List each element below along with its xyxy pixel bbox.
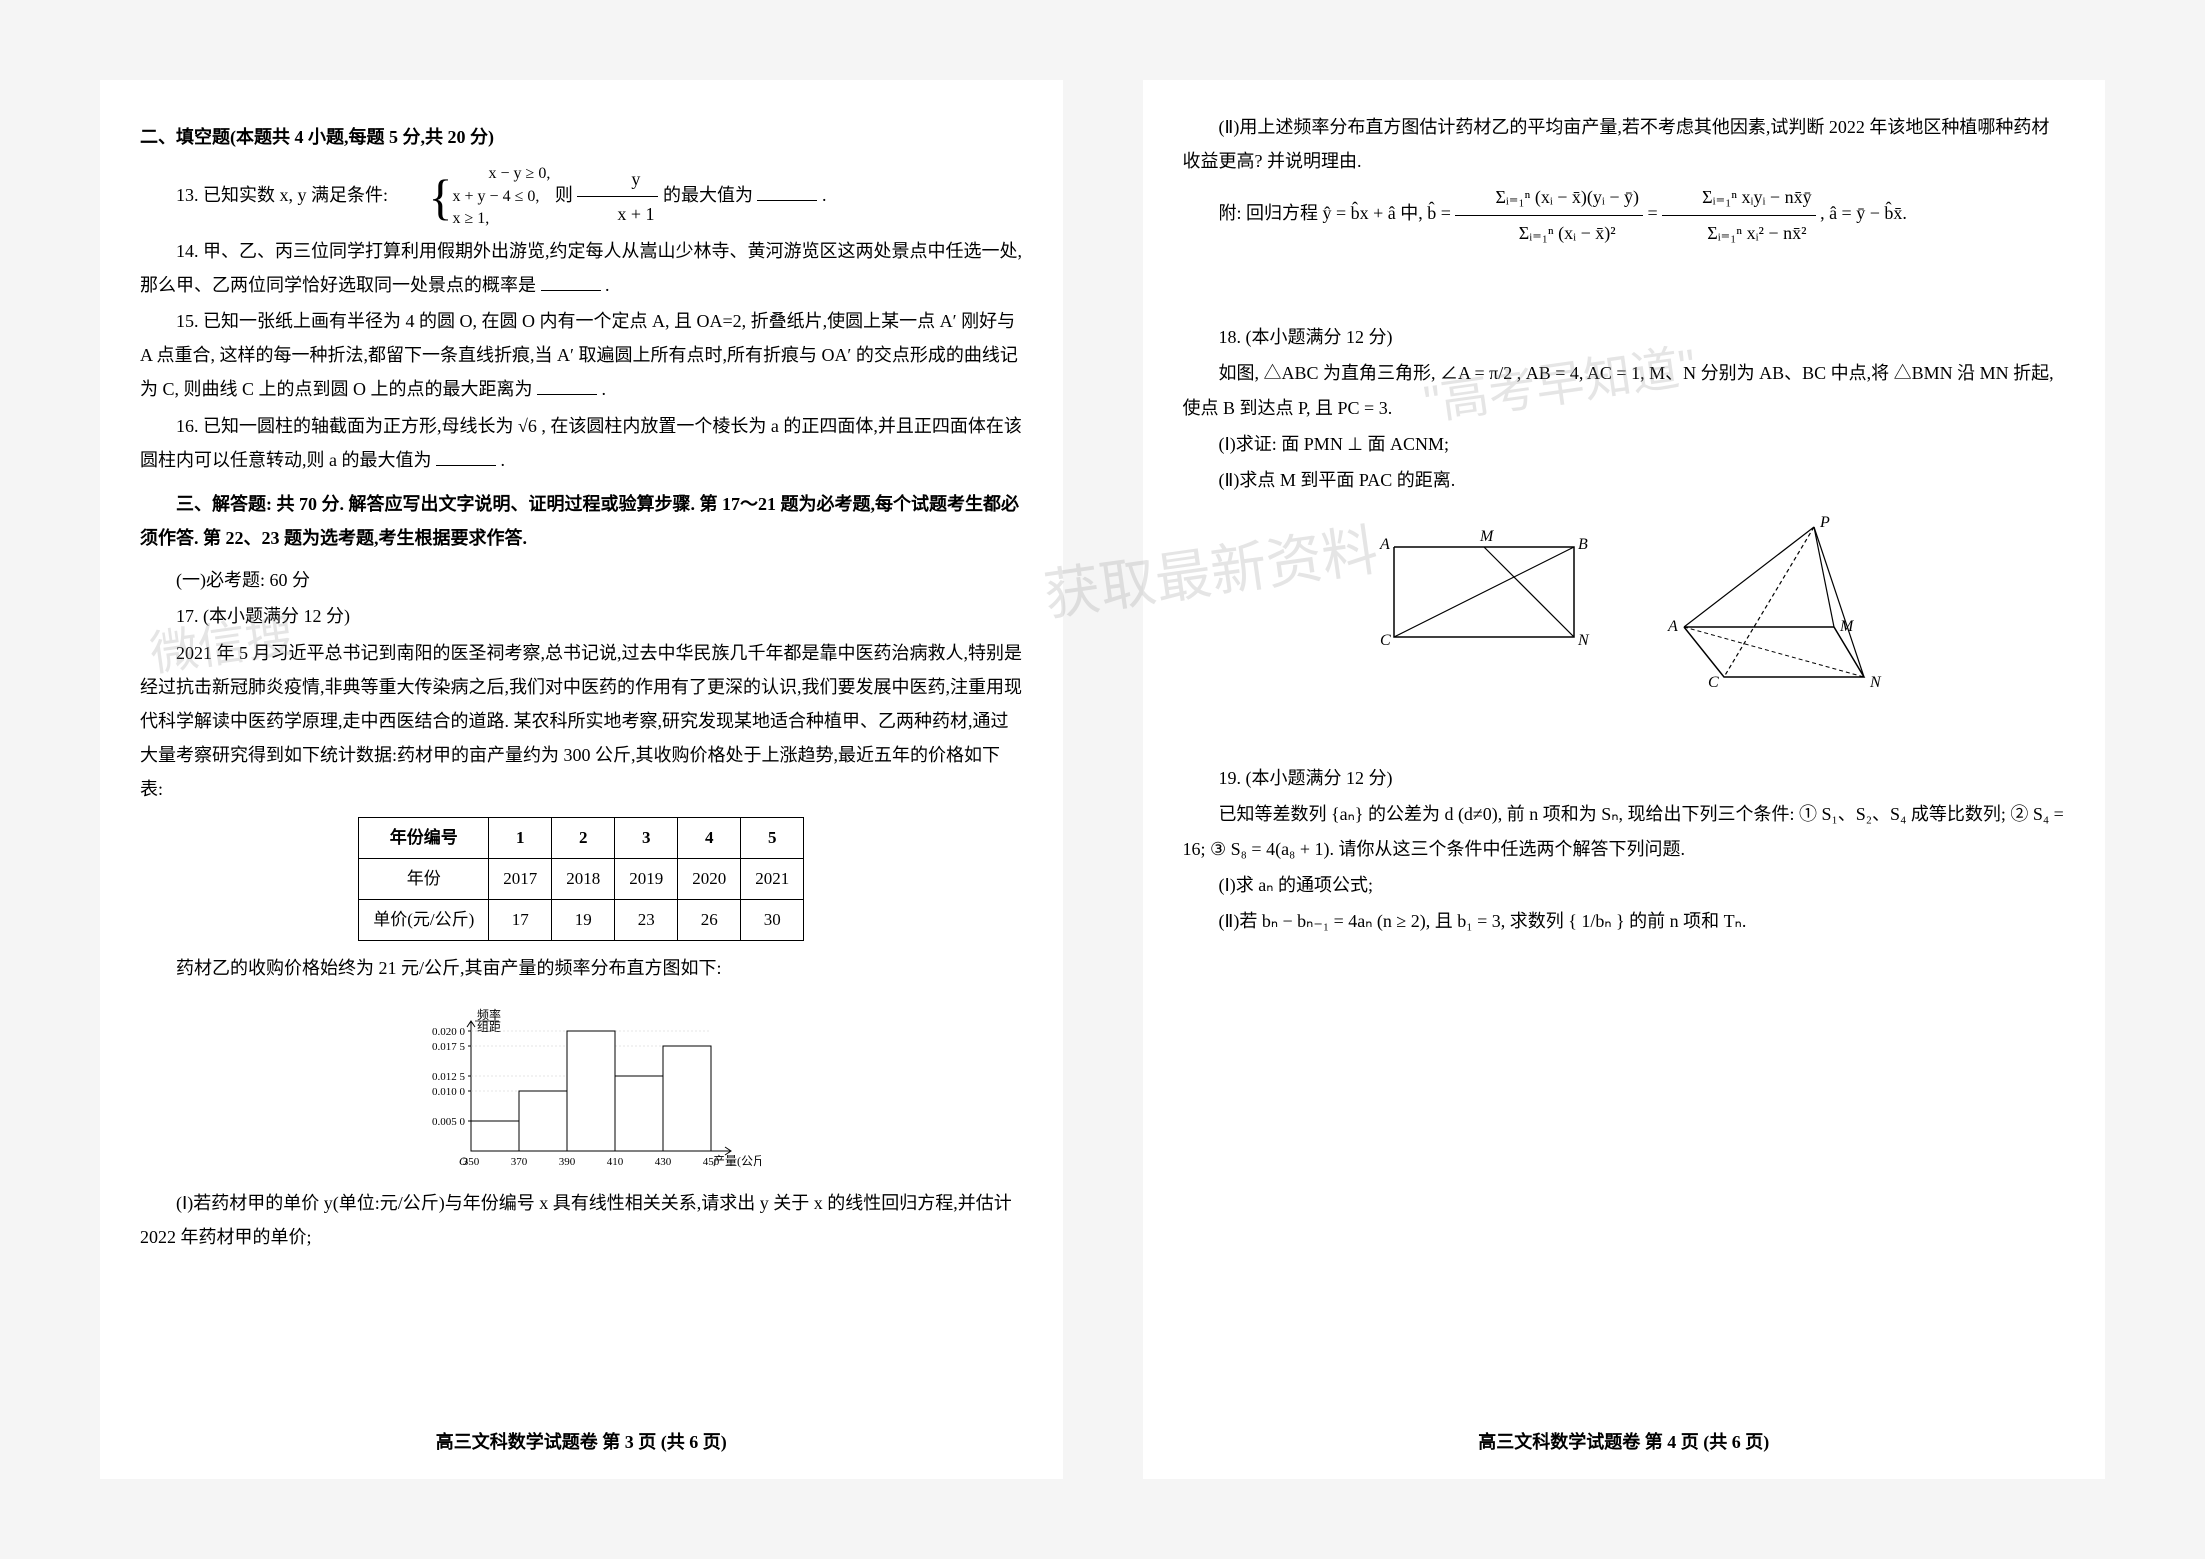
q15-blank xyxy=(537,377,597,395)
q13-end: . xyxy=(822,185,827,205)
q18-ii: (Ⅱ)求点 M 到平面 PAC 的距离. xyxy=(1183,463,2066,497)
geometry-left-svg: A B C N M xyxy=(1364,507,1604,667)
formula-pre: 附: 回归方程 ŷ = b̂x + â 中, b̂ = xyxy=(1219,203,1456,223)
td-price: 26 xyxy=(678,900,741,941)
q19-title: 19. (本小题满分 12 分) xyxy=(1183,761,2066,795)
q17-p4: (Ⅱ)用上述频率分布直方图估计药材乙的平均亩产量,若不考虑其他因素,试判断 20… xyxy=(1183,110,2066,178)
td-year: 2019 xyxy=(615,858,678,899)
svg-text:430: 430 xyxy=(655,1156,672,1168)
td-price: 23 xyxy=(615,900,678,941)
q18-i: (Ⅰ)求证: 面 PMN ⊥ 面 ACNM; xyxy=(1183,427,2066,461)
frac1-den: Σᵢ₌₁ⁿ (xᵢ − x̄)² xyxy=(1455,216,1643,250)
section3-title: 三、解答题: 共 70 分. 解答应写出文字说明、证明过程或验算步骤. 第 17… xyxy=(140,487,1023,555)
svg-text:B: B xyxy=(1578,536,1588,553)
section2-title: 二、填空题(本题共 4 小题,每题 5 分,共 20 分) xyxy=(140,120,1023,154)
page-left: 二、填空题(本题共 4 小题,每题 5 分,共 20 分) 13. 已知实数 x… xyxy=(100,80,1063,1479)
page-right: (Ⅱ)用上述频率分布直方图估计药材乙的平均亩产量,若不考虑其他因素,试判断 20… xyxy=(1143,80,2106,1479)
svg-text:0.012 5: 0.012 5 xyxy=(432,1071,466,1083)
svg-text:O: O xyxy=(459,1154,468,1168)
q17-p3: (Ⅰ)若药材甲的单价 y(单位:元/公斤)与年份编号 x 具有线性相关关系,请求… xyxy=(140,1186,1023,1254)
th-2: 2 xyxy=(552,817,615,858)
frac2-num: Σᵢ₌₁ⁿ xᵢyᵢ − nx̄ȳ xyxy=(1662,180,1815,215)
regression-formula: 附: 回归方程 ŷ = b̂x + â 中, b̂ = Σᵢ₌₁ⁿ (xᵢ − … xyxy=(1183,180,2066,249)
sub1-title: (一)必考题: 60 分 xyxy=(140,563,1023,597)
svg-text:P: P xyxy=(1819,514,1830,531)
svg-text:C: C xyxy=(1708,674,1719,691)
td-year: 2018 xyxy=(552,858,615,899)
svg-text:产量(公斤): 产量(公斤) xyxy=(713,1154,761,1168)
svg-text:0.017 5: 0.017 5 xyxy=(432,1041,466,1053)
q16-end: . xyxy=(501,450,506,470)
th-5: 5 xyxy=(741,817,804,858)
svg-text:0.010 0: 0.010 0 xyxy=(432,1086,466,1098)
q13-text-b2: 的最大值为 xyxy=(663,185,758,205)
td-price: 17 xyxy=(489,900,552,941)
q13-blank xyxy=(757,183,817,201)
th-3: 3 xyxy=(615,817,678,858)
q13: 13. 已知实数 x, y 满足条件: { x − y ≥ 0, x + y −… xyxy=(140,162,1023,231)
svg-text:组距: 组距 xyxy=(477,1020,501,1034)
q18-p1: 如图, △ABC 为直角三角形, ∠A = π/2 , AB = 4, AC =… xyxy=(1183,356,2066,424)
td-price: 30 xyxy=(741,900,804,941)
histogram: 频率组距0.005 00.010 00.012 50.017 50.020 03… xyxy=(140,996,1023,1176)
geometry-figures: A B C N M A C M N P xyxy=(1183,507,2066,707)
svg-text:C: C xyxy=(1380,632,1391,649)
q17-title: 17. (本小题满分 12 分) xyxy=(140,599,1023,633)
q13-sys3: x ≥ 1, xyxy=(453,210,490,227)
q13-frac-den: x + 1 xyxy=(577,197,658,231)
th-1: 1 xyxy=(489,817,552,858)
q19-p1: 已知等差数列 {aₙ} 的公差为 d (d≠0), 前 n 项和为 Sₙ, 现给… xyxy=(1183,797,2066,865)
q15-end: . xyxy=(602,379,607,399)
svg-text:N: N xyxy=(1577,632,1590,649)
q17-p2: 药材乙的收购价格始终为 21 元/公斤,其亩产量的频率分布直方图如下: xyxy=(140,951,1023,985)
q13-text-b1: 则 xyxy=(555,185,578,205)
page-footer-left: 高三文科数学试题卷 第 3 页 (共 6 页) xyxy=(100,1425,1063,1459)
q17-p1: 2021 年 5 月习近平总书记到南阳的医圣祠考察,总书记说,过去中华民族几千年… xyxy=(140,636,1023,807)
q19-i: (Ⅰ)求 aₙ 的通项公式; xyxy=(1183,868,2066,902)
table-row: 单价(元/公斤) 17 19 23 26 30 xyxy=(359,900,804,941)
frac1-num: Σᵢ₌₁ⁿ (xᵢ − x̄)(yᵢ − ȳ) xyxy=(1455,180,1643,215)
geometry-right-svg: A C M N P xyxy=(1644,507,1884,707)
td-year: 2020 xyxy=(678,858,741,899)
formula-mid: = xyxy=(1648,203,1663,223)
td-year: 2021 xyxy=(741,858,804,899)
formula-post: , â = ȳ − b̂x̄. xyxy=(1820,203,1907,223)
q13-frac-num: y xyxy=(577,162,658,197)
q15: 15. 已知一张纸上画有半径为 4 的圆 O, 在圆 O 内有一个定点 A, 且… xyxy=(140,304,1023,407)
q19-ii: (Ⅱ)若 bₙ − bₙ₋₁ = 4aₙ (n ≥ 2), 且 b₁ = 3, … xyxy=(1183,904,2066,938)
th-4: 4 xyxy=(678,817,741,858)
histogram-svg: 频率组距0.005 00.010 00.012 50.017 50.020 03… xyxy=(401,996,761,1176)
svg-text:370: 370 xyxy=(511,1156,528,1168)
td-price: 19 xyxy=(552,900,615,941)
q13-sys2: x + y − 4 ≤ 0, xyxy=(453,188,540,205)
svg-text:M: M xyxy=(1479,528,1495,545)
svg-text:A: A xyxy=(1379,536,1390,553)
page-footer-right: 高三文科数学试题卷 第 4 页 (共 6 页) xyxy=(1143,1425,2106,1459)
q16-blank xyxy=(436,448,496,466)
q13-text-a: 13. 已知实数 x, y 满足条件: xyxy=(176,185,388,205)
q14: 14. 甲、乙、丙三位同学打算利用假期外出游览,约定每人从嵩山少林寺、黄河游览区… xyxy=(140,234,1023,302)
table-row: 年份编号 1 2 3 4 5 xyxy=(359,817,804,858)
q16-text: 16. 已知一圆柱的轴截面为正方形,母线长为 √6 , 在该圆柱内放置一个棱长为… xyxy=(140,416,1022,470)
frac2-den: Σᵢ₌₁ⁿ xᵢ² − nx̄² xyxy=(1662,216,1815,250)
q14-end: . xyxy=(605,275,610,295)
svg-text:390: 390 xyxy=(559,1156,576,1168)
table-row: 年份 2017 2018 2019 2020 2021 xyxy=(359,858,804,899)
td-year: 2017 xyxy=(489,858,552,899)
td-year-label: 年份 xyxy=(359,858,489,899)
svg-text:M: M xyxy=(1839,618,1855,635)
q18-title: 18. (本小题满分 12 分) xyxy=(1183,320,2066,354)
q16: 16. 已知一圆柱的轴截面为正方形,母线长为 √6 , 在该圆柱内放置一个棱长为… xyxy=(140,409,1023,477)
svg-text:0.005 0: 0.005 0 xyxy=(432,1116,466,1128)
svg-text:A: A xyxy=(1667,618,1678,635)
q14-blank xyxy=(541,273,601,291)
svg-text:0.020 0: 0.020 0 xyxy=(432,1026,466,1038)
th-index: 年份编号 xyxy=(359,817,489,858)
svg-text:N: N xyxy=(1869,674,1882,691)
price-table: 年份编号 1 2 3 4 5 年份 2017 2018 2019 2020 20… xyxy=(358,817,804,942)
q13-sys1: x − y ≥ 0, xyxy=(489,165,551,182)
svg-text:410: 410 xyxy=(607,1156,624,1168)
td-price-label: 单价(元/公斤) xyxy=(359,900,489,941)
